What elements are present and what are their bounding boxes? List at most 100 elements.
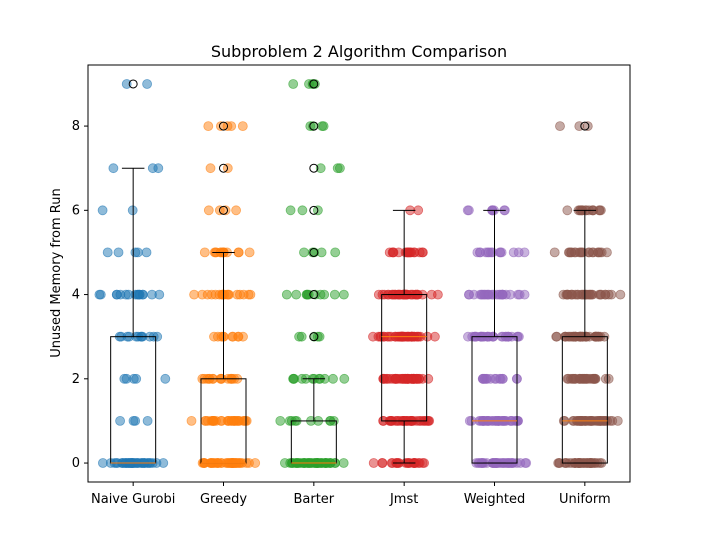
x-tick-label: Weighted: [464, 492, 526, 507]
data-point: [487, 289, 497, 300]
outlier: [219, 205, 228, 215]
data-point: [228, 331, 238, 342]
data-point: [579, 373, 590, 384]
data-point: [402, 373, 413, 384]
outlier: [128, 79, 138, 89]
data-point: [513, 247, 524, 258]
data-point: [296, 331, 307, 342]
box: [561, 336, 608, 464]
data-point: [128, 415, 139, 426]
y-axis-label: Unused Memory from Run: [49, 188, 64, 357]
outlier: [219, 121, 228, 131]
data-point: [233, 247, 244, 258]
outlier: [309, 205, 319, 215]
x-tick-label: Barter: [293, 492, 334, 507]
data-point: [210, 289, 221, 300]
data-point: [197, 289, 208, 300]
data-point: [288, 373, 299, 384]
data-point: [102, 247, 113, 258]
data-point: [98, 458, 108, 468]
data-point: [587, 289, 598, 300]
data-point: [239, 415, 250, 426]
data-point: [414, 458, 425, 468]
data-point: [112, 289, 122, 300]
box: [381, 294, 428, 422]
data-point: [463, 205, 474, 216]
data-point: [186, 415, 197, 426]
y-tick-label: 6: [72, 203, 80, 218]
data-point: [275, 415, 286, 426]
data-point: [147, 289, 157, 300]
data-point: [315, 163, 326, 174]
data-point: [208, 415, 219, 426]
data-point: [368, 458, 379, 468]
data-point: [199, 247, 210, 258]
data-point: [141, 247, 152, 258]
data-point: [231, 205, 242, 216]
data-point: [238, 289, 249, 300]
data-point: [303, 289, 314, 300]
chart-title: Subproblem 2 Algorithm Comparison: [211, 42, 507, 61]
data-point: [514, 289, 525, 300]
data-point: [316, 247, 327, 258]
data-point: [200, 415, 211, 426]
data-point: [600, 373, 611, 384]
data-point: [555, 121, 565, 131]
data-point: [478, 289, 489, 300]
data-point: [566, 247, 576, 258]
data-point: [464, 289, 475, 300]
data-point: [299, 247, 309, 258]
data-point: [486, 247, 496, 258]
data-point: [113, 247, 124, 258]
x-tick-label: Greedy: [200, 492, 247, 507]
data-point: [417, 247, 428, 258]
data-point: [205, 163, 216, 174]
data-point: [203, 205, 214, 216]
data-point: [97, 205, 108, 216]
outlier: [309, 79, 319, 89]
data-point: [390, 373, 401, 384]
x-tick-label: Naive Gurobi: [91, 492, 175, 507]
data-point: [551, 331, 562, 342]
data-point: [426, 289, 437, 300]
data-point: [142, 415, 153, 426]
data-point: [615, 289, 626, 300]
data-point: [108, 163, 119, 174]
data-point: [593, 247, 604, 258]
data-point: [226, 415, 237, 426]
box: [471, 336, 518, 464]
x-tick-label: Jmst: [389, 492, 418, 507]
data-point: [388, 247, 399, 258]
data-point: [94, 289, 105, 300]
data-point: [328, 373, 338, 384]
y-tick-label: 2: [72, 372, 80, 387]
data-point: [329, 289, 340, 300]
data-point: [549, 247, 560, 258]
data-point: [474, 247, 485, 258]
data-point: [317, 121, 328, 131]
data-point: [237, 121, 248, 131]
data-point: [223, 289, 234, 300]
data-point: [496, 247, 507, 258]
data-point: [119, 373, 130, 384]
outlier: [309, 247, 319, 257]
outlier: [309, 290, 319, 300]
axes: 0 2 4 6 8 Naive Gurobi Greedy Barter Jmst Weighte…: [72, 64, 631, 507]
data-point: [121, 79, 132, 89]
data-point: [562, 205, 573, 216]
data-point: [115, 415, 125, 426]
data-point: [216, 331, 227, 342]
data-point: [584, 247, 594, 258]
data-point: [520, 458, 531, 468]
data-point: [485, 373, 496, 384]
data-point: [338, 289, 349, 300]
data-point: [147, 163, 158, 174]
data-point: [411, 373, 422, 384]
data-point: [203, 121, 214, 131]
data-point: [137, 289, 148, 300]
data-point: [281, 289, 292, 300]
outlier: [309, 121, 319, 131]
data-point: [558, 289, 569, 300]
data-point: [244, 247, 255, 258]
